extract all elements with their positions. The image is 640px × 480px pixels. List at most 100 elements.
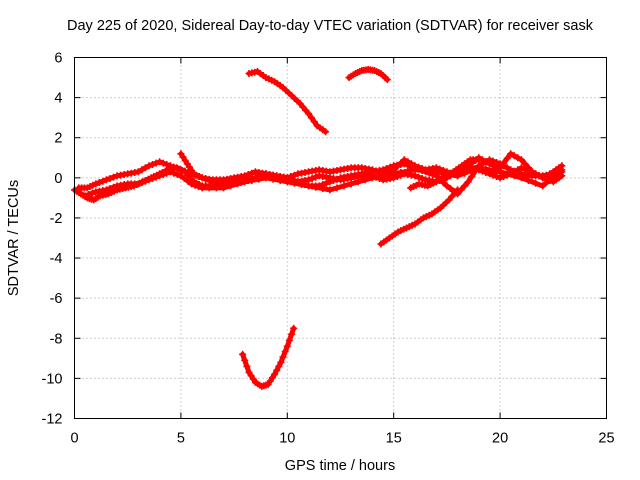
data-point-marker [166, 162, 174, 170]
data-point-marker [489, 171, 497, 179]
data-point-marker [106, 185, 114, 192]
data-point-marker [558, 172, 566, 180]
data-point-marker [202, 175, 210, 183]
data-point-marker [281, 348, 289, 356]
data-point-marker [141, 164, 149, 172]
data-point-marker [81, 192, 89, 200]
data-point-marker [99, 177, 107, 185]
data-point-marker [180, 175, 188, 182]
y-tick-label: -6 [50, 291, 63, 307]
data-point-marker [478, 167, 486, 175]
data-point-marker [333, 184, 341, 192]
data-point-marker [290, 324, 298, 332]
data-point-marker [542, 172, 550, 180]
data-point-marker [173, 165, 181, 172]
data-point-marker [312, 173, 320, 181]
data-point-marker [558, 162, 566, 170]
x-tick-label: 0 [70, 431, 78, 447]
data-point-marker [285, 336, 293, 344]
data-point-marker [110, 173, 117, 181]
data-point-marker [170, 169, 178, 177]
data-point-marker [539, 182, 547, 190]
data-point-marker [308, 175, 316, 182]
data-point-marker [273, 366, 281, 374]
data-point-marker [159, 171, 167, 178]
data-point-marker [156, 172, 164, 180]
data-point-marker [95, 179, 103, 186]
data-point-marker [170, 163, 178, 171]
data-point-marker [368, 172, 376, 180]
data-point-marker [259, 171, 266, 179]
data-point-marker [461, 182, 469, 190]
data-point-marker [545, 177, 553, 184]
x-tick-label: 5 [177, 431, 185, 447]
data-point-marker [205, 184, 213, 192]
data-point-marker [191, 181, 199, 189]
data-point-marker [532, 179, 540, 187]
data-point-marker [496, 174, 504, 182]
series-arc-8-12 [245, 68, 330, 136]
data-point-marker [475, 166, 483, 174]
data-point-marker [243, 362, 251, 370]
data-point-marker [248, 169, 256, 177]
data-point-marker [376, 175, 383, 182]
data-point-marker [145, 176, 153, 184]
data-point-marker [275, 362, 283, 370]
axes: 0 5 10 15 20 25 -12 -10 -8 -6 -4 -2 0 2 4 6 [42, 51, 615, 447]
data-point-marker [251, 174, 259, 182]
data-point-marker [525, 177, 532, 184]
data-point-marker [468, 163, 476, 171]
data-point-marker [134, 180, 142, 188]
data-point-marker [372, 173, 380, 181]
y-tick-label: -2 [50, 211, 63, 227]
data-point-marker [305, 110, 313, 118]
data-point-marker [411, 172, 419, 180]
data-point-marker [173, 171, 181, 178]
data-point-marker [482, 169, 490, 176]
series-line [246, 69, 329, 135]
data-point-marker [322, 128, 330, 136]
data-point-marker [528, 168, 536, 176]
data-point-marker [159, 159, 167, 167]
data-point-marker [138, 179, 146, 186]
data-point-marker [411, 166, 419, 174]
data-point-marker [503, 171, 511, 179]
data-point-marker [514, 166, 522, 174]
data-point-marker [312, 183, 320, 191]
data-point-marker [393, 173, 401, 180]
data-point-marker [493, 173, 501, 180]
data-point-marker [177, 166, 185, 174]
data-point-marker [326, 186, 334, 194]
data-point-marker [149, 175, 156, 182]
data-point-marker [271, 370, 278, 378]
data-point-marker [319, 185, 327, 192]
data-point-marker [425, 167, 433, 175]
data-point-marker [241, 178, 249, 186]
plot-frame [74, 57, 607, 419]
data-point-marker [110, 183, 117, 191]
data-point-marker [283, 342, 291, 350]
x-axis-label: GPS time / hours [285, 458, 395, 474]
y-axis-label: SDTVAR / TECUs [6, 180, 22, 296]
data-point-marker [482, 158, 490, 166]
data-point-marker [244, 177, 252, 184]
data-point-marker [500, 159, 508, 167]
data-point-marker [517, 156, 525, 164]
data-point-marker [310, 118, 318, 126]
data-point-marker [92, 180, 100, 188]
data-point-marker [102, 176, 110, 184]
data-point-marker [241, 356, 249, 364]
data-point-marker [514, 154, 522, 162]
data-point-marker [166, 168, 174, 176]
data-point-marker [239, 350, 247, 358]
data-point-marker [145, 162, 153, 170]
data-point-marker [446, 185, 454, 192]
data-point-marker [244, 171, 252, 178]
series-rise-15-18 [377, 186, 461, 248]
data-point-marker [415, 173, 422, 181]
y-tick-label: 2 [54, 131, 62, 147]
data-point-marker [471, 165, 479, 172]
data-point-marker [163, 161, 171, 168]
data-point-marker [322, 179, 330, 187]
